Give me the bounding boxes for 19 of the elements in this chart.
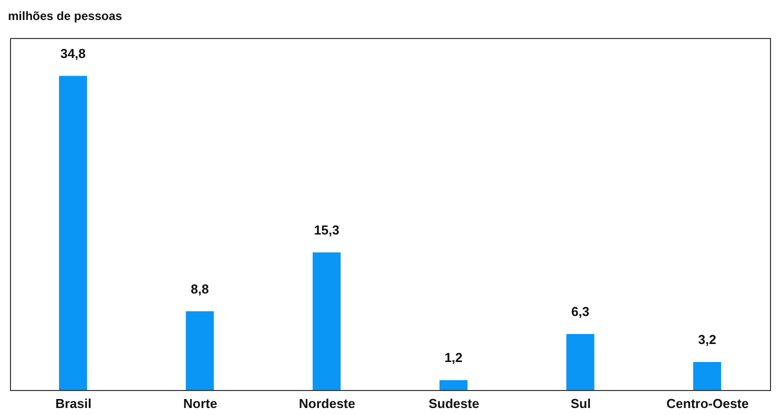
x-tick-label: Brasil [55,396,92,412]
bar [186,311,214,391]
data-label: 6,3 [571,304,590,319]
x-tick-label: Norte [183,396,218,412]
data-label: 34,8 [60,46,86,61]
x-tick-label: Nordeste [298,396,356,412]
data-label: 8,8 [190,281,209,296]
x-tick-label: Sudeste [428,396,480,412]
bar [312,252,341,391]
bar [59,76,87,391]
data-label: 1,2 [444,350,463,366]
bar [566,334,594,391]
bar [693,362,722,391]
x-tick-label: Sul [570,396,591,412]
y-axis-title: milhões de pessoas [8,8,124,25]
bar [440,380,468,391]
data-label: 15,3 [314,222,340,238]
x-tick-label: Centro-Oeste [666,396,749,412]
data-label: 3,2 [698,332,716,348]
